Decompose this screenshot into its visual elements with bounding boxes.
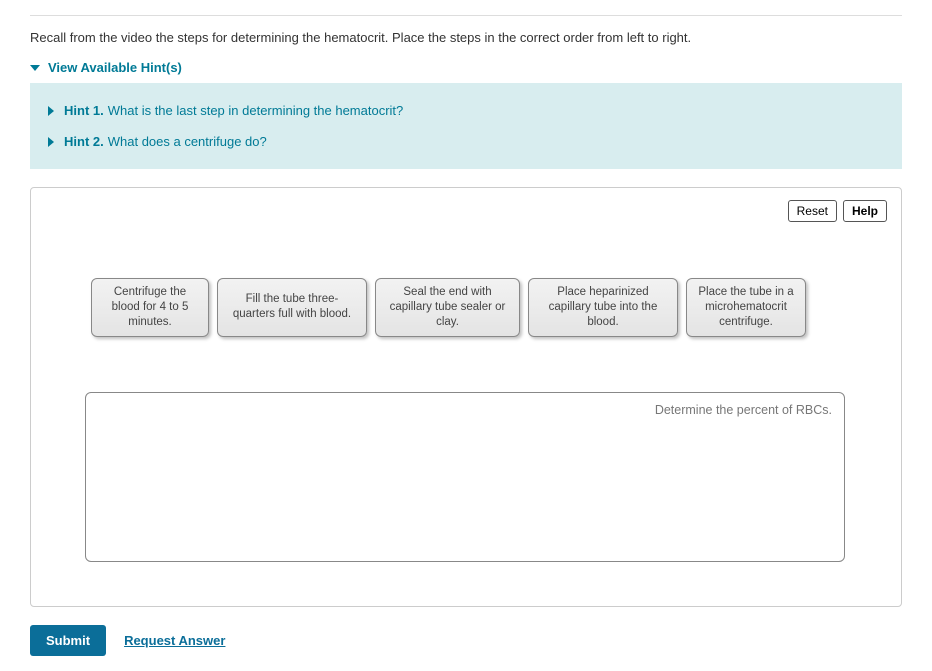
hints-panel: Hint 1. What is the last step in determi… xyxy=(30,83,902,169)
hint-text: What is the last step in determining the… xyxy=(108,103,404,118)
tile-place-centrifuge[interactable]: Place the tube in a microhematocrit cent… xyxy=(686,278,806,337)
reset-button[interactable]: Reset xyxy=(788,200,837,222)
tile-centrifuge[interactable]: Centrifuge the blood for 4 to 5 minutes. xyxy=(91,278,209,337)
hint-text: What does a centrifuge do? xyxy=(108,134,267,149)
workspace: Reset Help Centrifuge the blood for 4 to… xyxy=(30,187,902,607)
hints-toggle-label: View Available Hint(s) xyxy=(48,60,182,75)
hint-row-2[interactable]: Hint 2. What does a centrifuge do? xyxy=(48,126,884,157)
dropzone[interactable]: Determine the percent of RBCs. xyxy=(85,392,845,562)
hint-row-1[interactable]: Hint 1. What is the last step in determi… xyxy=(48,95,884,126)
caret-right-icon xyxy=(48,137,54,147)
question-text: Recall from the video the steps for dete… xyxy=(30,30,902,45)
hint-label: Hint 2. xyxy=(64,134,104,149)
tile-seal[interactable]: Seal the end with capillary tube sealer … xyxy=(375,278,520,337)
help-button[interactable]: Help xyxy=(843,200,887,222)
caret-down-icon xyxy=(30,65,40,71)
caret-right-icon xyxy=(48,106,54,116)
tile-place-capillary[interactable]: Place heparinized capillary tube into th… xyxy=(528,278,678,337)
hint-label: Hint 1. xyxy=(64,103,104,118)
placed-text: Determine the percent of RBCs. xyxy=(655,403,832,417)
hints-toggle[interactable]: View Available Hint(s) xyxy=(30,60,902,75)
tiles-row: Centrifuge the blood for 4 to 5 minutes.… xyxy=(91,278,881,337)
tile-fill[interactable]: Fill the tube three-quarters full with b… xyxy=(217,278,367,337)
request-answer-link[interactable]: Request Answer xyxy=(124,633,225,648)
submit-button[interactable]: Submit xyxy=(30,625,106,656)
